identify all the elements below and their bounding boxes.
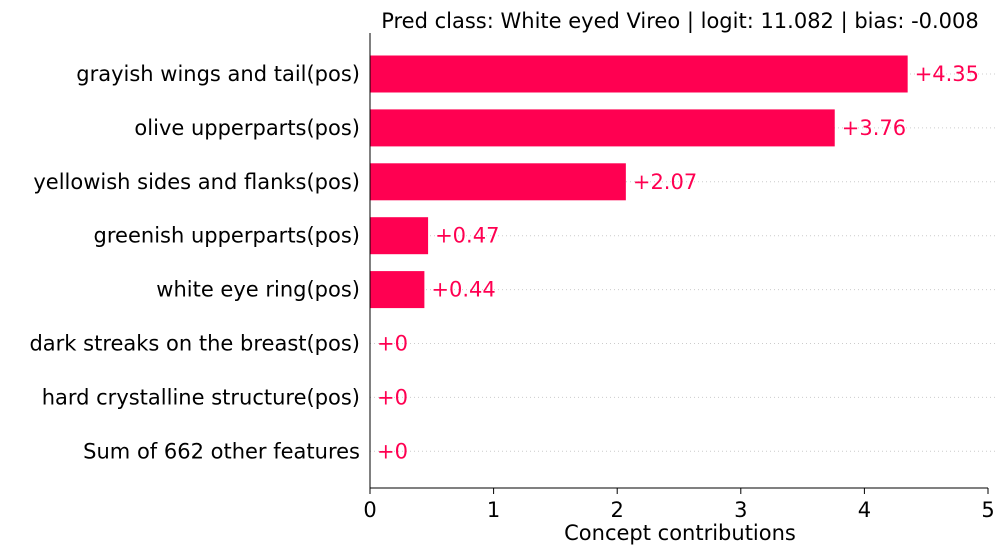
category-label: white eye ring(pos): [156, 278, 360, 302]
contribution-bar: [370, 163, 626, 201]
category-label: hard crystalline structure(pos): [42, 385, 360, 409]
category-label: greenish upperparts(pos): [94, 224, 360, 248]
category-label: dark streaks on the breast(pos): [29, 332, 360, 356]
x-tick-label: 0: [363, 498, 376, 522]
chart-title: Pred class: White eyed Vireo | logit: 11…: [381, 9, 979, 34]
value-label: +0.47: [435, 224, 499, 248]
x-axis-title: Concept contributions: [564, 521, 796, 545]
bar-layer: [370, 55, 908, 309]
category-label-layer: grayish wings and tail(pos) olive upperpa…: [29, 62, 360, 463]
x-tick-label: 4: [858, 498, 871, 522]
x-tick-label: 2: [611, 498, 624, 522]
value-label: +2.07: [633, 170, 697, 194]
value-label: +0: [377, 439, 408, 463]
category-label: grayish wings and tail(pos): [76, 62, 360, 86]
value-label: +0: [377, 332, 408, 356]
value-label: +3.76: [842, 116, 906, 140]
contribution-bar: [370, 55, 908, 93]
axis-layer: 0 1 2 3 4 5: [363, 33, 995, 522]
category-label: Sum of 662 other features: [83, 439, 360, 463]
x-tick-label: 3: [734, 498, 747, 522]
value-label: +4.35: [915, 62, 979, 86]
value-label-layer: +4.35 +3.76 +2.07 +0.47 +0.44 +0 +0 +0: [377, 62, 979, 463]
value-label: +0: [377, 385, 408, 409]
category-label: yellowish sides and flanks(pos): [33, 170, 360, 194]
category-label: olive upperparts(pos): [134, 116, 360, 140]
contribution-bar: [370, 271, 425, 309]
value-label: +0.44: [431, 278, 495, 302]
x-tick-label: 1: [487, 498, 500, 522]
x-tick-label: 5: [981, 498, 994, 522]
contribution-bar: [370, 217, 429, 255]
contribution-bar: [370, 109, 835, 147]
